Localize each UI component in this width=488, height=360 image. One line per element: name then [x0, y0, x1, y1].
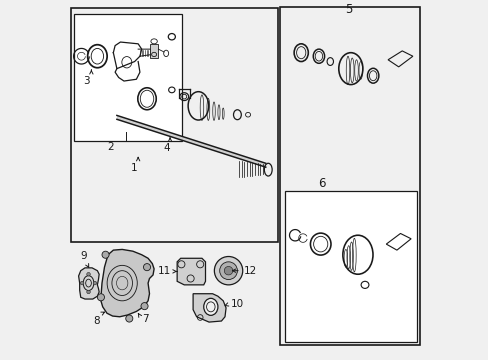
Circle shape: [219, 262, 237, 280]
Text: 8: 8: [93, 316, 100, 326]
Text: 11: 11: [158, 266, 171, 276]
Text: 10: 10: [230, 299, 244, 309]
Polygon shape: [193, 294, 225, 322]
Polygon shape: [117, 116, 265, 167]
Circle shape: [80, 281, 84, 285]
Polygon shape: [177, 258, 205, 285]
Text: 5: 5: [345, 3, 352, 16]
Circle shape: [125, 315, 133, 322]
Text: 2: 2: [107, 142, 114, 152]
Circle shape: [97, 294, 104, 301]
Circle shape: [143, 264, 150, 271]
Circle shape: [141, 303, 148, 310]
Text: 3: 3: [83, 76, 90, 86]
Circle shape: [102, 251, 109, 258]
Circle shape: [93, 281, 97, 285]
Text: 6: 6: [317, 177, 325, 190]
Circle shape: [224, 266, 232, 275]
Text: 4: 4: [163, 143, 169, 153]
Bar: [279, 6, 419, 345]
Bar: [74, 14, 182, 141]
Bar: [149, 44, 158, 58]
Polygon shape: [79, 268, 99, 299]
Ellipse shape: [203, 298, 218, 315]
Text: 9: 9: [80, 251, 86, 261]
Text: 7: 7: [142, 314, 149, 324]
Bar: [285, 191, 417, 342]
Bar: [71, 8, 278, 242]
Circle shape: [86, 290, 90, 294]
Circle shape: [86, 273, 90, 276]
Text: 1: 1: [131, 163, 138, 172]
Circle shape: [214, 257, 242, 285]
Text: 12: 12: [243, 266, 256, 276]
Polygon shape: [101, 249, 154, 317]
